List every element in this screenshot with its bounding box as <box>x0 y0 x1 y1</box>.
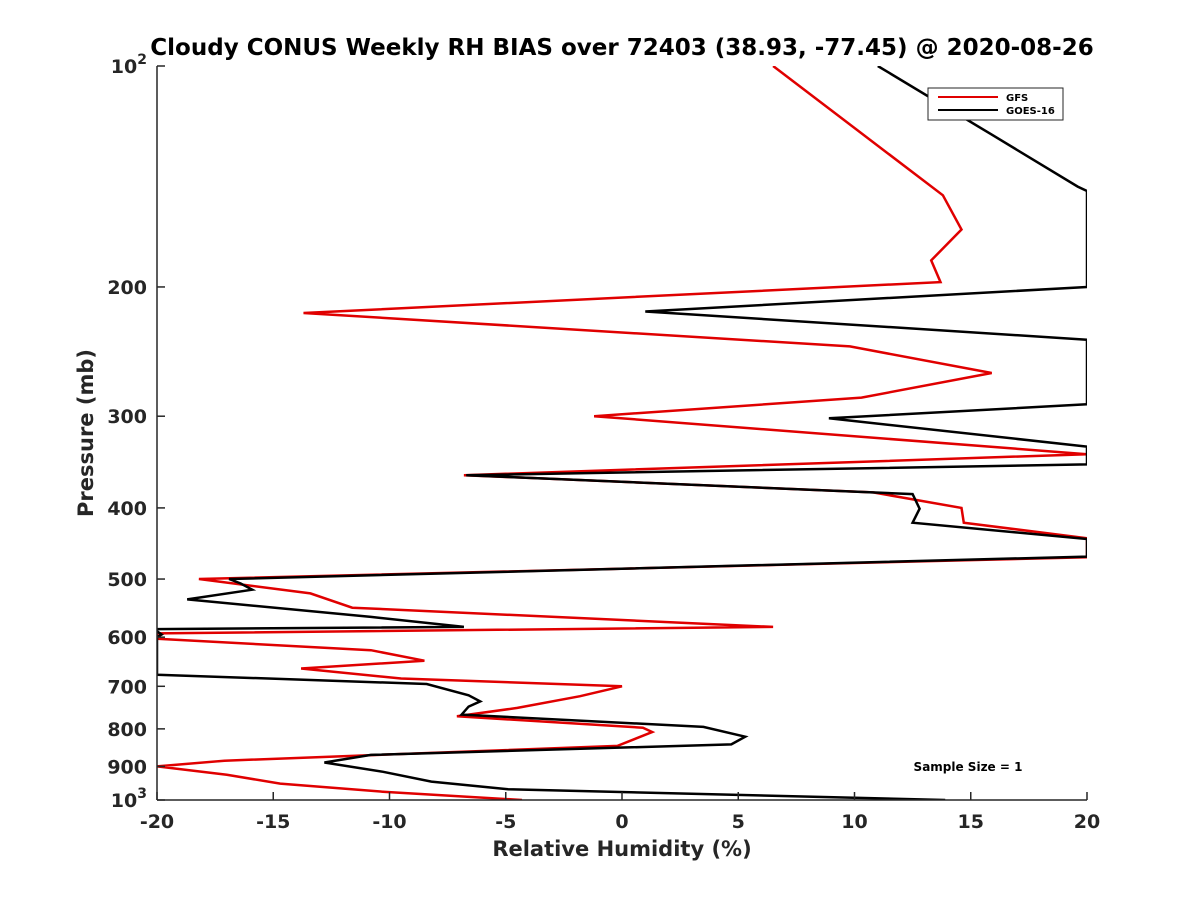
y-tick-label: 600 <box>107 627 147 649</box>
y-ticks: 102 200 300 400 500 600 700 800 900 103 <box>107 52 165 812</box>
y-tick-label: 400 <box>107 498 147 520</box>
legend-label-gfs: GFS <box>1006 93 1028 104</box>
y-tick-label: 200 <box>107 277 147 299</box>
x-tick-label: 0 <box>615 811 628 833</box>
x-tick-label: -10 <box>372 811 406 833</box>
legend-label-goes16: GOES-16 <box>1006 106 1055 117</box>
series-line-goes16 <box>157 66 1087 800</box>
x-tick-label: 20 <box>1074 811 1100 833</box>
sample-size-annotation: Sample Size = 1 <box>914 760 1023 774</box>
y-tick-label: 500 <box>107 569 147 591</box>
legend: GFS GOES-16 <box>927 87 1064 121</box>
plot-area <box>157 66 1087 800</box>
y-tick-label: 103 <box>111 786 147 812</box>
x-tick-label: -15 <box>256 811 290 833</box>
chart-title: Cloudy CONUS Weekly RH BIAS over 72403 (… <box>150 35 1093 61</box>
x-tick-label: 15 <box>958 811 984 833</box>
x-tick-label: 5 <box>732 811 745 833</box>
x-ticks: -20 -15 -10 -5 0 5 10 15 20 <box>140 792 1100 833</box>
x-axis-label: Relative Humidity (%) <box>492 837 751 861</box>
x-tick-label: -20 <box>140 811 174 833</box>
y-tick-label: 102 <box>111 52 147 78</box>
y-tick-label: 900 <box>107 756 147 778</box>
y-tick-label: 300 <box>107 406 147 428</box>
y-tick-label: 800 <box>107 719 147 741</box>
y-tick-label: 700 <box>107 676 147 698</box>
x-tick-label: 10 <box>841 811 867 833</box>
legend-box <box>927 87 1064 121</box>
x-tick-label: -5 <box>495 811 516 833</box>
series-line-gfs <box>157 66 1087 800</box>
y-axis-label: Pressure (mb) <box>74 349 98 517</box>
